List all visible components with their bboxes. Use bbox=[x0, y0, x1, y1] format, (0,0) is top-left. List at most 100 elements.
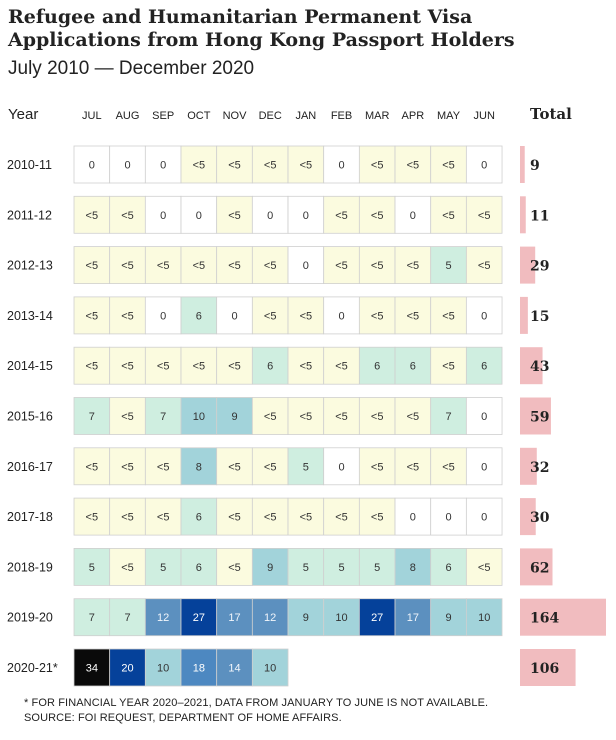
cell-value: <5 bbox=[121, 361, 134, 373]
row-label: 2018-19 bbox=[7, 560, 53, 574]
heat-cell bbox=[430, 497, 467, 536]
cell-value: <5 bbox=[157, 260, 170, 272]
cell-value: <5 bbox=[193, 260, 206, 272]
cell-value: <5 bbox=[335, 361, 348, 373]
heat-cell bbox=[394, 346, 432, 385]
heat-cell bbox=[144, 296, 182, 335]
heat-cell bbox=[358, 497, 396, 536]
heat-cell bbox=[465, 598, 503, 637]
cell-value: 6 bbox=[374, 361, 380, 373]
cell-value: <5 bbox=[371, 512, 384, 524]
cell-value: <5 bbox=[335, 411, 348, 423]
cell-value: <5 bbox=[86, 210, 99, 222]
column-header-dec: DEC bbox=[259, 110, 282, 122]
heat-cell bbox=[287, 548, 325, 586]
cell-value: 6 bbox=[196, 310, 202, 322]
cell-value: <5 bbox=[264, 310, 277, 322]
heat-cell bbox=[394, 548, 432, 586]
cell-value: 10 bbox=[264, 663, 276, 675]
cell-value: <5 bbox=[264, 461, 277, 473]
heat-cell bbox=[144, 346, 182, 385]
cell-value: 27 bbox=[193, 612, 205, 624]
cell-value: 6 bbox=[196, 512, 202, 524]
heat-cell bbox=[109, 246, 146, 285]
total-bar bbox=[520, 246, 536, 284]
cell-value: 5 bbox=[338, 562, 344, 574]
total-bar bbox=[520, 296, 528, 334]
cell-value: 9 bbox=[445, 612, 451, 624]
total-bar bbox=[520, 347, 543, 385]
cell-value: <5 bbox=[228, 461, 241, 473]
cell-value: <5 bbox=[157, 361, 170, 373]
heat-cell bbox=[109, 346, 146, 385]
heat-cell bbox=[144, 598, 182, 637]
heat-cell bbox=[358, 548, 396, 586]
heat-cell bbox=[251, 296, 289, 335]
cell-value: <5 bbox=[86, 260, 99, 272]
cell-value: 27 bbox=[371, 612, 383, 624]
heat-cell bbox=[180, 648, 218, 687]
heat-cell bbox=[216, 497, 253, 536]
cell-value: 18 bbox=[193, 663, 205, 675]
cell-value: <5 bbox=[442, 310, 455, 322]
heat-cell bbox=[430, 246, 467, 285]
heat-cell bbox=[73, 296, 111, 335]
cell-value: 17 bbox=[407, 612, 419, 624]
row-label: 2014-15 bbox=[7, 359, 53, 373]
heat-cell bbox=[287, 145, 325, 184]
cell-value: <5 bbox=[442, 210, 455, 222]
cell-value: 12 bbox=[264, 612, 276, 624]
heat-cell bbox=[216, 648, 253, 687]
cell-value: 0 bbox=[303, 260, 309, 272]
footnote-note: * FOR FINANCIAL YEAR 2020–2021, DATA FRO… bbox=[24, 697, 489, 709]
heat-cell bbox=[73, 346, 111, 385]
heat-cell bbox=[430, 397, 467, 435]
heat-cell bbox=[465, 497, 503, 536]
chart-subtitle: July 2010 — December 2020 bbox=[8, 58, 255, 79]
cell-value: 0 bbox=[124, 160, 130, 172]
row-label: 2012-13 bbox=[7, 259, 53, 273]
heat-cell bbox=[430, 145, 467, 184]
heat-cell bbox=[251, 497, 289, 536]
cell-value: 34 bbox=[86, 663, 98, 675]
cell-value: 0 bbox=[231, 310, 237, 322]
cell-value: 7 bbox=[160, 411, 166, 423]
footnote: * FOR FINANCIAL YEAR 2020–2021, DATA FRO… bbox=[24, 696, 488, 726]
cell-value: 8 bbox=[410, 562, 416, 574]
row-label: 2016-17 bbox=[7, 460, 53, 474]
cell-value: 20 bbox=[121, 663, 133, 675]
heat-cell bbox=[251, 346, 289, 385]
heat-cell bbox=[251, 598, 289, 637]
cell-value: <5 bbox=[371, 210, 384, 222]
heat-cell bbox=[323, 447, 360, 486]
heat-cell bbox=[287, 195, 325, 234]
cell-value: <5 bbox=[300, 160, 313, 172]
cell-value: <5 bbox=[228, 160, 241, 172]
heat-cell bbox=[109, 145, 146, 184]
cell-value: 12 bbox=[157, 612, 169, 624]
cell-value: <5 bbox=[478, 562, 491, 574]
heat-cell bbox=[180, 346, 218, 385]
heat-cell bbox=[180, 296, 218, 335]
heat-cell bbox=[216, 447, 253, 486]
row-label: 2017-18 bbox=[7, 510, 53, 524]
column-header-oct: OCT bbox=[187, 110, 211, 122]
cell-value: 0 bbox=[481, 461, 487, 473]
cell-value: <5 bbox=[371, 461, 384, 473]
heat-cell bbox=[394, 598, 432, 637]
total-bar bbox=[520, 498, 536, 536]
cell-value: <5 bbox=[228, 260, 241, 272]
cell-value: <5 bbox=[371, 160, 384, 172]
cell-value: 6 bbox=[410, 361, 416, 373]
cell-value: 0 bbox=[267, 210, 273, 222]
cell-value: 5 bbox=[303, 562, 309, 574]
heat-cell bbox=[394, 497, 432, 536]
cell-value: 0 bbox=[196, 210, 202, 222]
heat-cell bbox=[180, 195, 218, 234]
heat-cell bbox=[73, 195, 111, 234]
row-label: 2013-14 bbox=[7, 309, 53, 323]
heat-cell bbox=[287, 598, 325, 637]
cell-value: 8 bbox=[196, 461, 202, 473]
cell-value: <5 bbox=[121, 562, 134, 574]
heat-cell bbox=[465, 447, 503, 486]
